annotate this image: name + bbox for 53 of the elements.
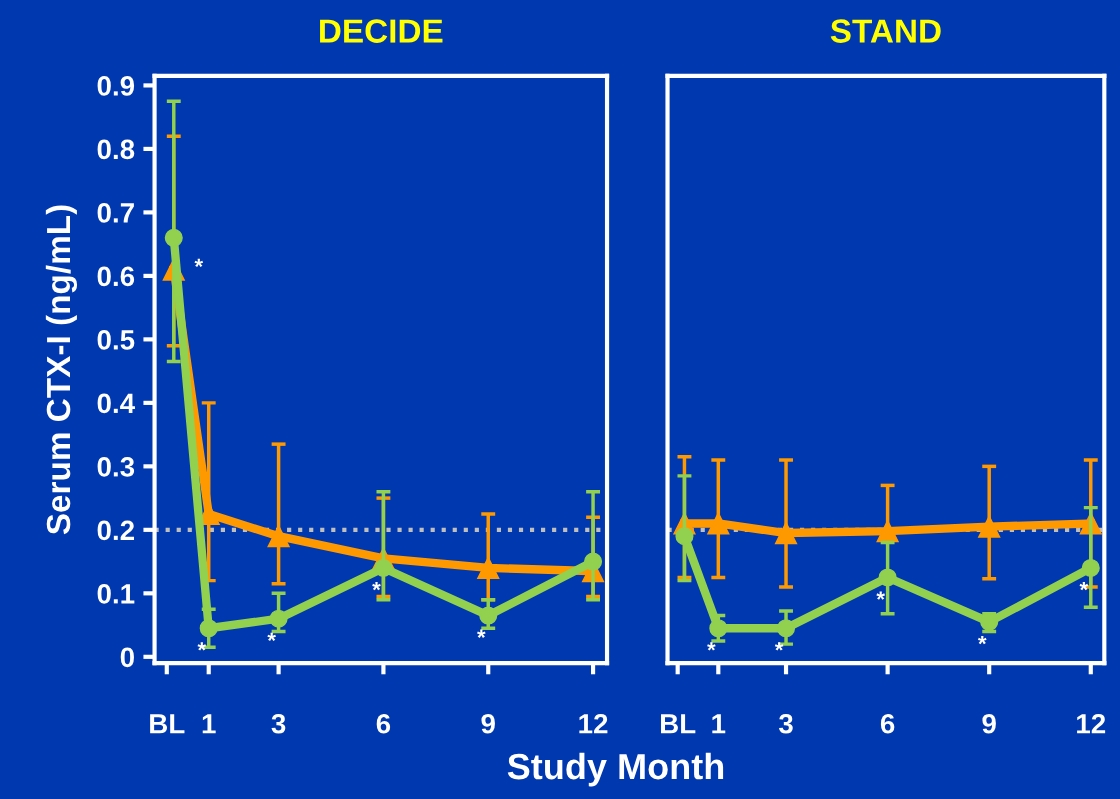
- x-tick-label: BL: [150, 714, 185, 734]
- y-tick-label: 0.8: [97, 139, 135, 160]
- chart-title: STAND: [830, 19, 941, 43]
- y-tick-label: 0.7: [97, 203, 134, 223]
- annotation: *: [477, 629, 486, 638]
- point: [707, 512, 730, 535]
- point: [709, 619, 728, 638]
- point: [584, 552, 603, 571]
- chart-title: DECIDE: [320, 19, 443, 43]
- x-axis-title: Study Month: [507, 752, 724, 787]
- x-tick-label: BL: [661, 714, 696, 734]
- x-tick-label: 9: [481, 713, 495, 734]
- annotation: *: [194, 258, 204, 268]
- annotation: *: [1079, 582, 1089, 591]
- x-tick-label: 3: [778, 713, 793, 734]
- y-tick-label: 0.5: [97, 330, 135, 350]
- point: [1081, 558, 1100, 577]
- point: [164, 228, 183, 247]
- x-tick-label: 12: [1077, 713, 1106, 734]
- y-tick-label: 0: [120, 647, 134, 668]
- annotation: *: [876, 591, 885, 600]
- x-tick-label: 6: [376, 713, 391, 734]
- y-tick-label: 0.3: [97, 457, 135, 477]
- point: [199, 619, 218, 638]
- x-tick-label: 3: [271, 713, 286, 734]
- annotation: *: [372, 582, 381, 591]
- point: [374, 558, 393, 577]
- y-tick-label: 0.1: [97, 584, 135, 604]
- annotation: *: [197, 642, 207, 651]
- point: [878, 568, 897, 587]
- point: [774, 521, 798, 545]
- annotation: *: [774, 642, 784, 651]
- point: [675, 527, 694, 546]
- point: [267, 525, 290, 548]
- x-tick-label: 1: [202, 714, 216, 734]
- annotation: *: [707, 642, 716, 651]
- x-tick-label: 6: [880, 713, 895, 734]
- point: [269, 609, 288, 628]
- y-axis-title: Serum CTX-I (ng/mL): [45, 205, 78, 535]
- point: [479, 606, 498, 625]
- point: [477, 556, 500, 580]
- point: [876, 520, 899, 543]
- point: [777, 619, 796, 638]
- y-tick-label: 0.2: [97, 520, 135, 541]
- y-tick-label: 0.4: [97, 393, 135, 414]
- y-tick-label: 0.6: [97, 266, 135, 287]
- point: [978, 515, 1001, 538]
- x-tick-label: 12: [579, 713, 608, 734]
- annotation: *: [267, 632, 276, 642]
- annotation: *: [977, 635, 987, 645]
- y-tick-label: 0.9: [97, 76, 135, 96]
- x-tick-label: 1: [712, 714, 726, 734]
- x-tick-label: 9: [982, 713, 996, 734]
